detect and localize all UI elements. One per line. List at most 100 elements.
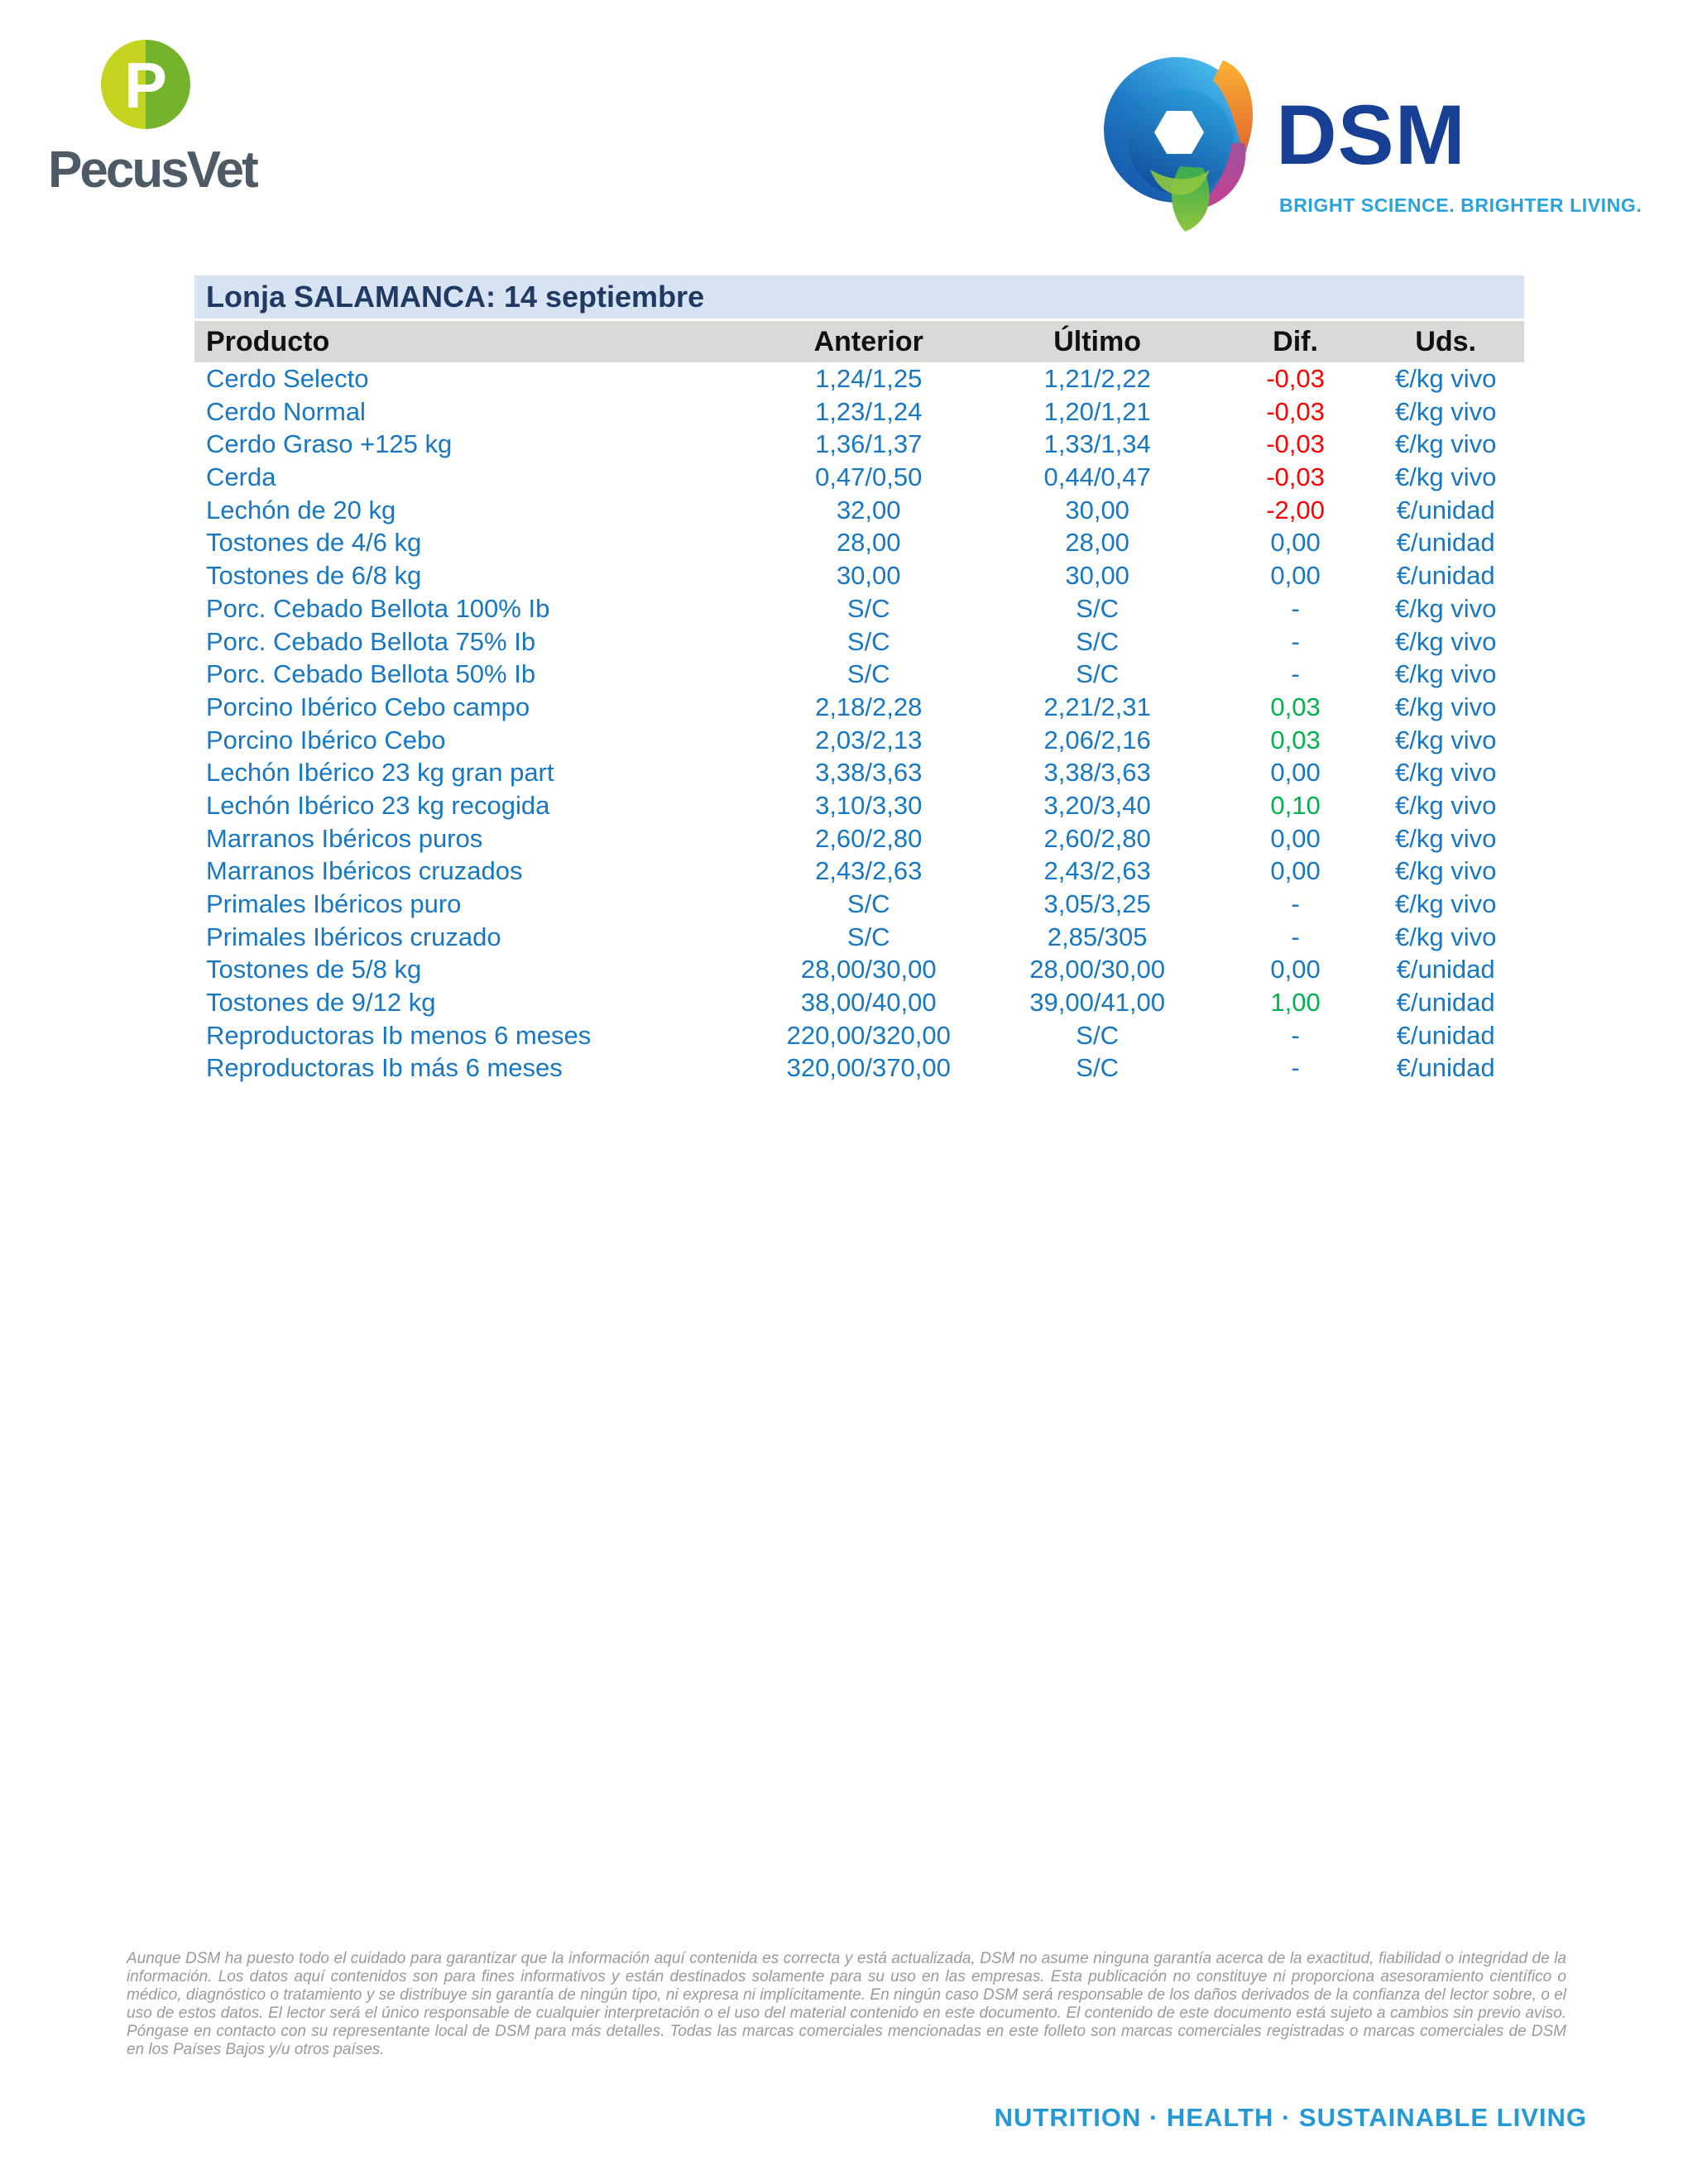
cell-dif: -0,03	[1266, 396, 1325, 426]
cell-ultimo: S/C	[1076, 626, 1119, 656]
cell-uds: €/unidad	[1396, 495, 1495, 524]
cell-dif: 0,00	[1270, 955, 1321, 984]
cell-producto: Tostones de 4/6 kg	[206, 528, 422, 558]
cell-anterior: 220,00/320,00	[786, 1020, 951, 1050]
cell-producto: Porcino Ibérico Cebo	[206, 725, 446, 754]
cell-anterior: 320,00/370,00	[786, 1053, 951, 1083]
table-row: Primales Ibéricos cruzado S/C 2,85/305 -…	[194, 921, 1524, 954]
cell-ultimo: 0,44/0,47	[1043, 462, 1151, 492]
cell-ultimo: 30,00	[1065, 561, 1129, 591]
cell-uds: €/unidad	[1396, 1020, 1495, 1050]
cell-ultimo: 3,05/3,25	[1043, 889, 1151, 918]
cell-producto: Tostones de 9/12 kg	[206, 988, 436, 1018]
cell-ultimo: 28,00	[1065, 528, 1129, 558]
cell-ultimo: 2,43/2,63	[1043, 856, 1151, 886]
cell-anterior: 28,00/30,00	[800, 955, 937, 984]
cell-ultimo: S/C	[1076, 659, 1119, 689]
table-row: Lechón Ibérico 23 kg gran part 3,38/3,63…	[194, 756, 1524, 789]
table-row: Marranos Ibéricos puros 2,60/2,80 2,60/2…	[194, 822, 1524, 855]
cell-anterior: 38,00/40,00	[800, 988, 937, 1018]
table-row: Porcino Ibérico Cebo 2,03/2,13 2,06/2,16…	[194, 724, 1524, 757]
cell-uds: €/unidad	[1396, 1053, 1495, 1083]
cell-ultimo: 2,85/305	[1047, 922, 1148, 951]
dsm-swirl-icon	[1104, 57, 1254, 232]
cell-producto: Porc. Cebado Bellota 50% Ib	[206, 659, 536, 689]
cell-dif: 0,00	[1270, 528, 1321, 558]
cell-anterior: 32,00	[836, 495, 901, 524]
footer-tagline: NUTRITION · HEALTH · SUSTAINABLE LIVING	[994, 2103, 1587, 2132]
table-row: Reproductoras Ib más 6 meses 320,00/370,…	[194, 1051, 1524, 1085]
table-row: Tostones de 5/8 kg 28,00/30,00 28,00/30,…	[194, 953, 1524, 986]
cell-uds: €/kg vivo	[1394, 856, 1497, 886]
cell-uds: €/unidad	[1396, 561, 1495, 591]
table-row: Marranos Ibéricos cruzados 2,43/2,63 2,4…	[194, 855, 1524, 888]
cell-dif: -0,03	[1266, 429, 1325, 459]
cell-producto: Marranos Ibéricos puros	[206, 823, 483, 853]
cell-ultimo: 3,38/3,63	[1043, 758, 1151, 788]
pecusvet-logo-icon: P	[101, 40, 190, 129]
cell-ultimo: 2,21/2,31	[1043, 692, 1151, 721]
table-row: Tostones de 9/12 kg 38,00/40,00 39,00/41…	[194, 986, 1524, 1019]
cell-producto: Lechón de 20 kg	[206, 495, 396, 524]
cell-dif: 0,00	[1270, 823, 1321, 853]
table-header-row: Producto Anterior Último Dif. Uds.	[194, 321, 1524, 362]
cell-anterior: 3,10/3,30	[815, 790, 923, 820]
cell-producto: Tostones de 5/8 kg	[206, 955, 422, 984]
table-row: Lechón de 20 kg 32,00 30,00 -2,00 €/unid…	[194, 494, 1524, 527]
cell-ultimo: 30,00	[1065, 495, 1129, 524]
cell-uds: €/kg vivo	[1394, 922, 1497, 951]
cell-dif: -	[1291, 889, 1300, 918]
svg-text:P: P	[124, 50, 167, 122]
cell-anterior: S/C	[846, 626, 890, 656]
cell-uds: €/kg vivo	[1394, 593, 1497, 623]
cell-dif: -	[1291, 1053, 1300, 1083]
cell-uds: €/kg vivo	[1394, 659, 1497, 689]
cell-dif: -	[1291, 1020, 1300, 1050]
cell-ultimo: S/C	[1076, 593, 1119, 623]
cell-anterior: 1,23/1,24	[815, 396, 923, 426]
cell-producto: Reproductoras Ib menos 6 meses	[206, 1020, 592, 1050]
cell-producto: Primales Ibéricos puro	[206, 889, 462, 918]
cell-producto: Cerdo Normal	[206, 396, 366, 426]
cell-ultimo: 2,60/2,80	[1043, 823, 1151, 853]
cell-producto: Cerdo Selecto	[206, 364, 369, 393]
cell-anterior: 1,36/1,37	[815, 429, 923, 459]
cell-ultimo: 1,20/1,21	[1043, 396, 1151, 426]
cell-dif: 0,00	[1270, 856, 1321, 886]
cell-producto: Porc. Cebado Bellota 75% Ib	[206, 626, 536, 656]
cell-dif: 0,00	[1270, 758, 1321, 788]
cell-ultimo: 3,20/3,40	[1043, 790, 1151, 820]
cell-producto: Lechón Ibérico 23 kg recogida	[206, 790, 550, 820]
cell-uds: €/unidad	[1396, 988, 1495, 1018]
cell-producto: Marranos Ibéricos cruzados	[206, 856, 523, 886]
dsm-tagline: BRIGHT SCIENCE. BRIGHTER LIVING.	[1279, 194, 1642, 216]
cell-dif: -2,00	[1266, 495, 1325, 524]
table-title: Lonja SALAMANCA: 14 septiembre	[194, 275, 1524, 318]
cell-producto: Lechón Ibérico 23 kg gran part	[206, 758, 554, 788]
column-header-producto: Producto	[206, 326, 330, 357]
cell-dif: 0,03	[1270, 725, 1321, 754]
cell-uds: €/kg vivo	[1394, 692, 1497, 721]
cell-anterior: 2,43/2,63	[815, 856, 923, 886]
table-rows: Cerdo Selecto 1,24/1,25 1,21/2,22 -0,03 …	[194, 362, 1524, 1085]
table-row: Porc. Cebado Bellota 50% Ib S/C S/C - €/…	[194, 658, 1524, 691]
cell-anterior: 0,47/0,50	[815, 462, 923, 492]
cell-producto: Porcino Ibérico Cebo campo	[206, 692, 530, 721]
column-header-uds: Uds.	[1415, 326, 1476, 357]
cell-uds: €/kg vivo	[1394, 364, 1497, 393]
cell-ultimo: 39,00/41,00	[1029, 988, 1166, 1018]
cell-anterior: 28,00	[836, 528, 901, 558]
cell-dif: -	[1291, 593, 1300, 623]
table-row: Porc. Cebado Bellota 75% Ib S/C S/C - €/…	[194, 625, 1524, 659]
cell-dif: -	[1291, 626, 1300, 656]
cell-producto: Cerdo Graso +125 kg	[206, 429, 453, 459]
table-row: Cerda 0,47/0,50 0,44/0,47 -0,03 €/kg viv…	[194, 461, 1524, 494]
cell-anterior: S/C	[846, 593, 890, 623]
cell-anterior: 2,03/2,13	[815, 725, 923, 754]
column-header-dif: Dif.	[1273, 326, 1318, 357]
cell-dif: 1,00	[1270, 988, 1321, 1018]
table-row: Lechón Ibérico 23 kg recogida 3,10/3,30 …	[194, 789, 1524, 822]
table-row: Tostones de 6/8 kg 30,00 30,00 0,00 €/un…	[194, 559, 1524, 592]
pecusvet-logo: P PecusVet	[48, 40, 296, 201]
